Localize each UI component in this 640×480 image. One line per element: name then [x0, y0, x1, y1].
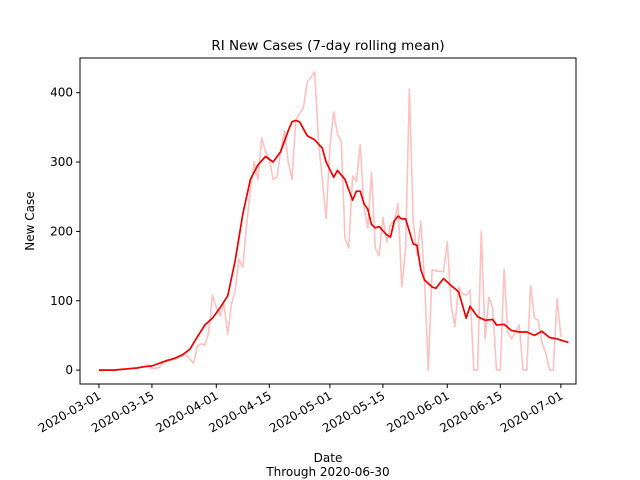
series-layer [98, 71, 569, 371]
chart-title: RI New Cases (7-day rolling mean) [211, 38, 444, 54]
y-tick-label: 0 [65, 363, 73, 377]
y-tick-label: 200 [50, 224, 73, 238]
plot-frame [79, 57, 577, 385]
y-axis-ticks: 0 100 200 300 400 [50, 86, 80, 377]
series-line-daily [98, 71, 562, 371]
y-tick-label: 100 [50, 294, 73, 308]
series-line-rolling-mean [98, 119, 569, 371]
y-tick-label: 400 [50, 86, 73, 100]
x-axis-sublabel: Through 2020-06-30 [265, 465, 389, 479]
y-tick-label: 300 [50, 155, 73, 169]
y-axis-label: New Case [23, 191, 37, 250]
x-axis-label: Date [314, 451, 343, 465]
